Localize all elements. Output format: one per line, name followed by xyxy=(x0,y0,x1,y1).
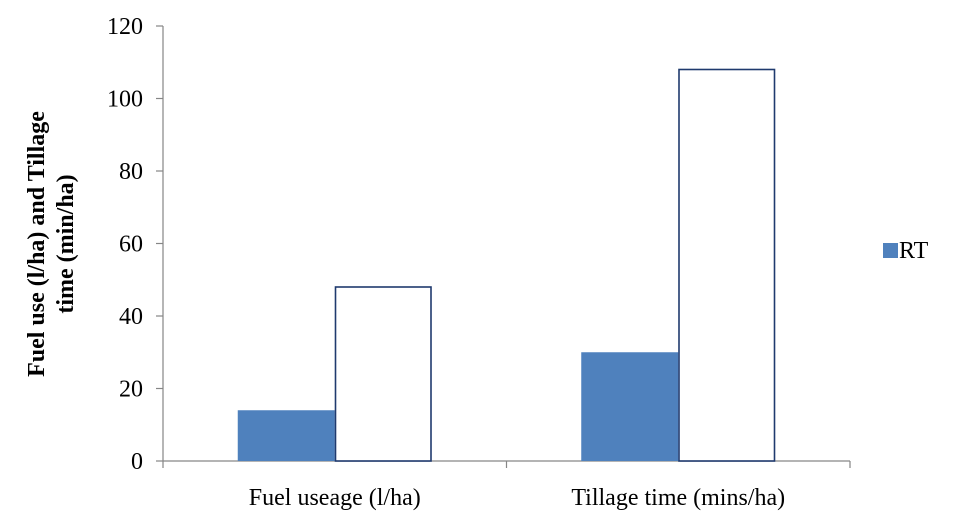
x-category-label: Tillage time (mins/ha) xyxy=(571,485,785,511)
y-tick-label: 0 xyxy=(131,449,143,475)
labels: 0 20 40 60 80 100 120 Fuel useage (l/ha) Tillage… xyxy=(24,14,785,511)
y-axis-title-line: Fuel use (l/ha) and Tillage xyxy=(24,111,50,377)
legend-label: RT xyxy=(899,238,929,264)
bar-series-1 xyxy=(581,352,679,461)
bars xyxy=(237,68,776,462)
y-tick-label: 100 xyxy=(107,87,143,113)
y-tick-label: 20 xyxy=(119,377,143,403)
bar-series-2 xyxy=(334,286,432,462)
bar-series-2 xyxy=(678,68,776,462)
y-tick-label: 80 xyxy=(119,159,143,185)
y-axis-title: Fuel use (l/ha) and Tillage time (min/ha) xyxy=(24,111,79,377)
y-tick-label: 40 xyxy=(119,304,143,330)
legend-swatch xyxy=(883,243,898,258)
bar-series-1 xyxy=(237,410,335,461)
y-tick-label: 60 xyxy=(119,232,143,258)
x-category-label: Fuel useage (l/ha) xyxy=(249,485,421,511)
y-tick-label: 120 xyxy=(107,14,143,40)
y-axis-title-line: time (min/ha) xyxy=(53,174,79,313)
legend: RT xyxy=(883,238,929,264)
